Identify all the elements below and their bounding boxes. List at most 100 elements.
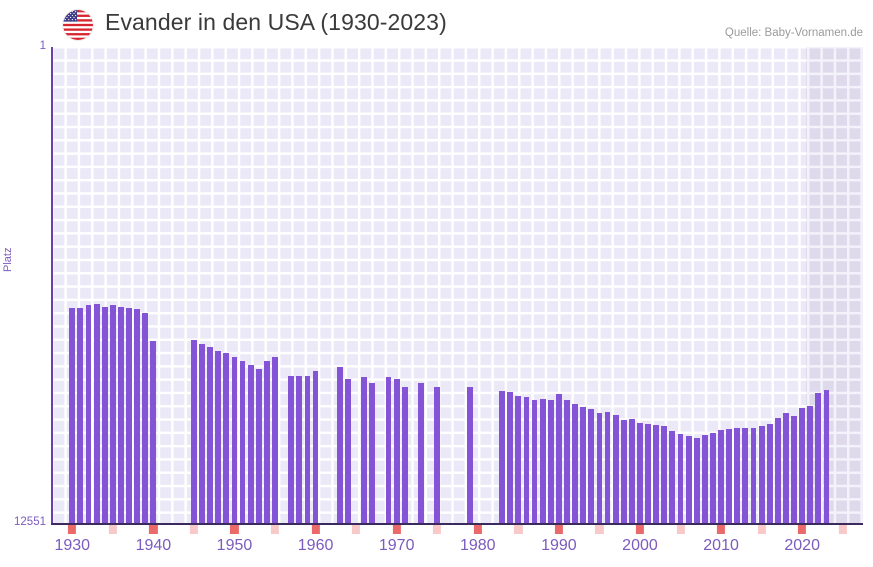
bar <box>612 415 619 523</box>
bar <box>312 371 319 523</box>
bar <box>710 433 716 523</box>
bar <box>620 420 627 523</box>
x-axis-tick-label: 1940 <box>135 537 172 554</box>
bar <box>653 425 660 523</box>
x-axis-minor-tick-mark <box>433 525 442 534</box>
bar <box>701 435 708 523</box>
x-axis-tick-label: 1980 <box>459 537 496 554</box>
bar <box>288 376 295 523</box>
bar <box>523 397 530 523</box>
x-axis-minor-tick-mark <box>352 525 361 534</box>
source-attribution: Quelle: Baby-Vornamen.de <box>724 27 863 39</box>
bar <box>742 428 749 523</box>
bar <box>418 383 424 523</box>
bar <box>401 387 408 523</box>
bar <box>531 400 538 523</box>
x-axis-tick-mark <box>554 525 563 534</box>
x-axis-tick-label: 2000 <box>622 537 658 554</box>
bar <box>466 387 473 523</box>
bar <box>304 376 311 523</box>
x-axis-minor-tick-mark <box>757 525 766 534</box>
usa-flag-icon <box>63 10 93 40</box>
bar <box>685 436 692 523</box>
bar <box>207 347 214 523</box>
x-axis-minor-tick-mark <box>838 525 847 534</box>
bar <box>247 365 254 523</box>
bar <box>69 308 76 523</box>
chart-header: Evander in den USA (1930-2023) Quelle: B… <box>0 0 873 47</box>
bar <box>434 387 441 523</box>
x-axis-line <box>51 523 863 525</box>
bar <box>507 392 514 523</box>
y-axis-line <box>51 47 53 524</box>
x-axis-tick-mark <box>149 525 158 534</box>
bar <box>101 307 108 523</box>
x-axis-minor-tick-mark <box>270 525 280 534</box>
bar <box>564 400 570 523</box>
bar <box>588 409 595 523</box>
bar <box>142 313 149 523</box>
bar <box>726 429 733 523</box>
bar <box>807 406 814 523</box>
bar <box>191 340 197 523</box>
y-axis-tick-bottom: 12551 <box>14 516 46 528</box>
bar <box>580 407 587 523</box>
bar <box>604 412 611 523</box>
bar <box>345 379 351 523</box>
y-axis-title: Platz <box>2 247 14 272</box>
x-axis-tick-label: 1990 <box>541 537 577 554</box>
plot-area <box>51 47 863 525</box>
x-axis-tick-mark <box>230 525 239 534</box>
bar <box>661 426 668 523</box>
bar <box>628 419 635 523</box>
bar <box>215 351 222 523</box>
bar <box>572 404 578 523</box>
bar <box>499 391 505 523</box>
bar <box>296 376 303 523</box>
x-axis-tick-mark <box>473 525 482 534</box>
bar-series <box>52 47 863 523</box>
bar <box>734 428 741 523</box>
bar <box>596 413 603 523</box>
bar <box>118 307 124 523</box>
x-axis-tick-mark <box>392 525 401 534</box>
bar <box>385 377 392 523</box>
bar <box>783 413 789 523</box>
bar <box>645 424 651 523</box>
x-axis-tick-label: 1950 <box>216 537 253 554</box>
x-axis-tick-label: 2010 <box>703 537 739 554</box>
bar <box>239 361 246 523</box>
bar <box>336 367 343 523</box>
bar <box>93 304 100 523</box>
bar <box>766 424 773 523</box>
bar <box>799 408 806 523</box>
bar <box>150 341 157 523</box>
bar <box>669 431 676 523</box>
x-axis-tick-label: 1960 <box>297 537 334 554</box>
bar <box>77 308 84 523</box>
x-axis-tick-mark <box>68 525 77 534</box>
bar <box>263 361 270 523</box>
x-axis-tick-mark <box>635 525 645 534</box>
bar <box>677 434 684 523</box>
bar <box>823 390 830 523</box>
bar <box>231 357 238 523</box>
bar <box>750 428 757 523</box>
bar <box>693 438 700 523</box>
x-axis-tick-label: 1970 <box>378 537 415 554</box>
bar <box>272 357 278 523</box>
bar <box>85 305 92 523</box>
bar <box>361 377 368 523</box>
bar <box>199 344 205 523</box>
x-axis-tick-label: 2020 <box>784 537 820 554</box>
bar <box>758 426 765 523</box>
chart-title: Evander in den USA (1930-2023) <box>105 9 447 35</box>
bar <box>774 418 781 523</box>
bar <box>126 308 132 523</box>
bar <box>555 394 562 523</box>
bar <box>515 396 522 523</box>
x-axis-tick-mark <box>716 525 726 534</box>
x-axis-tick-mark <box>311 525 320 534</box>
x-axis-minor-tick-mark <box>514 525 523 534</box>
bar <box>369 383 376 523</box>
